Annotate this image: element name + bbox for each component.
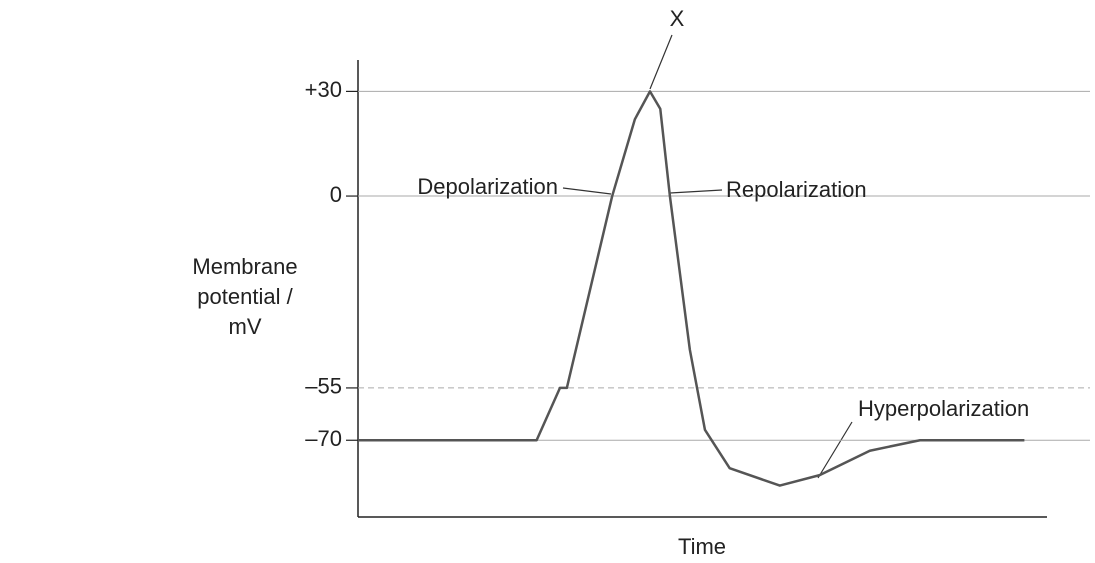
line-series	[358, 90, 1025, 487]
y-axis-label: Membrane potential / mV	[192, 254, 298, 339]
leader-line	[562, 187, 612, 195]
y-tick-label: –70	[305, 426, 342, 451]
leader-line	[649, 34, 673, 90]
leader-line	[669, 189, 723, 194]
y-tick-label: –55	[305, 374, 342, 399]
annotation: Repolarization	[726, 177, 867, 202]
y-tick-label: +30	[305, 77, 342, 102]
leader-lines	[562, 34, 853, 479]
leader-line	[817, 421, 853, 479]
x-axis-label: Time	[678, 534, 726, 559]
annotation: Hyperpolarization	[858, 396, 1029, 421]
annotation: Depolarization	[417, 174, 558, 199]
annotation: X	[670, 6, 685, 31]
y-tick-label: 0	[330, 182, 342, 207]
